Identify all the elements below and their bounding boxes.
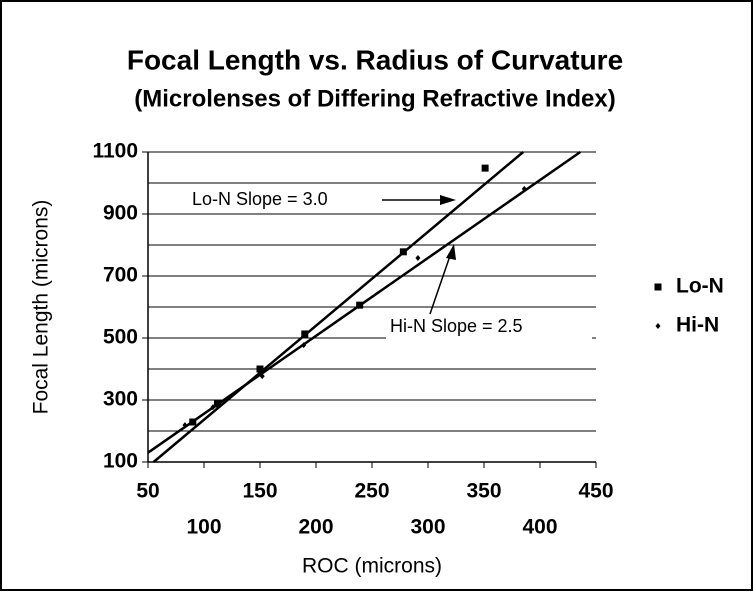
legend-label: Hi-N <box>676 314 719 337</box>
x-tick-label: 50 <box>136 480 159 503</box>
x-tick-label: 250 <box>354 480 389 503</box>
point <box>301 342 307 349</box>
point <box>210 404 216 411</box>
point <box>189 418 197 426</box>
point <box>256 365 264 373</box>
fit-line <box>152 151 525 463</box>
x-tick-label: 100 <box>186 516 221 539</box>
point <box>213 400 221 408</box>
arrow <box>429 249 453 315</box>
point <box>301 330 309 338</box>
chart-subtitle: (Microlenses of Differing Refractive Ind… <box>134 85 615 112</box>
x-tick-label: 300 <box>410 516 445 539</box>
y-tick-label: 1100 <box>92 140 138 163</box>
arrow-head <box>440 195 456 205</box>
y-tick-label: 700 <box>103 264 138 287</box>
legend-marker <box>654 283 662 291</box>
point <box>521 185 527 192</box>
point <box>399 248 407 256</box>
y-tick-label: 300 <box>103 388 138 411</box>
point <box>415 255 421 262</box>
x-tick-label: 400 <box>522 516 557 539</box>
point <box>356 303 362 310</box>
legend-label: Lo-N <box>676 275 724 298</box>
annotation: Hi-N Slope = 2.5 <box>390 316 523 336</box>
x-tick-label: 350 <box>466 480 501 503</box>
point <box>481 164 489 172</box>
annotation-bg <box>386 314 592 340</box>
y-tick-label: 900 <box>103 202 138 225</box>
y-tick-label: 100 <box>103 450 138 473</box>
chart-title: Focal Length vs. Radius of Curvature <box>127 44 623 75</box>
legend-marker <box>655 323 661 329</box>
point <box>259 373 265 380</box>
x-axis-label: ROC (microns) <box>302 555 442 578</box>
arrow-head <box>446 244 456 260</box>
annotation-bg <box>190 188 380 212</box>
x-tick-label: 450 <box>578 480 613 503</box>
point <box>182 422 188 429</box>
x-tick-label: 150 <box>242 480 277 503</box>
annotation: Lo-N Slope = 3.0 <box>192 189 328 209</box>
y-axis-label: Focal Length (microns) <box>30 200 53 415</box>
y-tick-label: 500 <box>103 326 138 349</box>
x-tick-label: 200 <box>298 516 333 539</box>
